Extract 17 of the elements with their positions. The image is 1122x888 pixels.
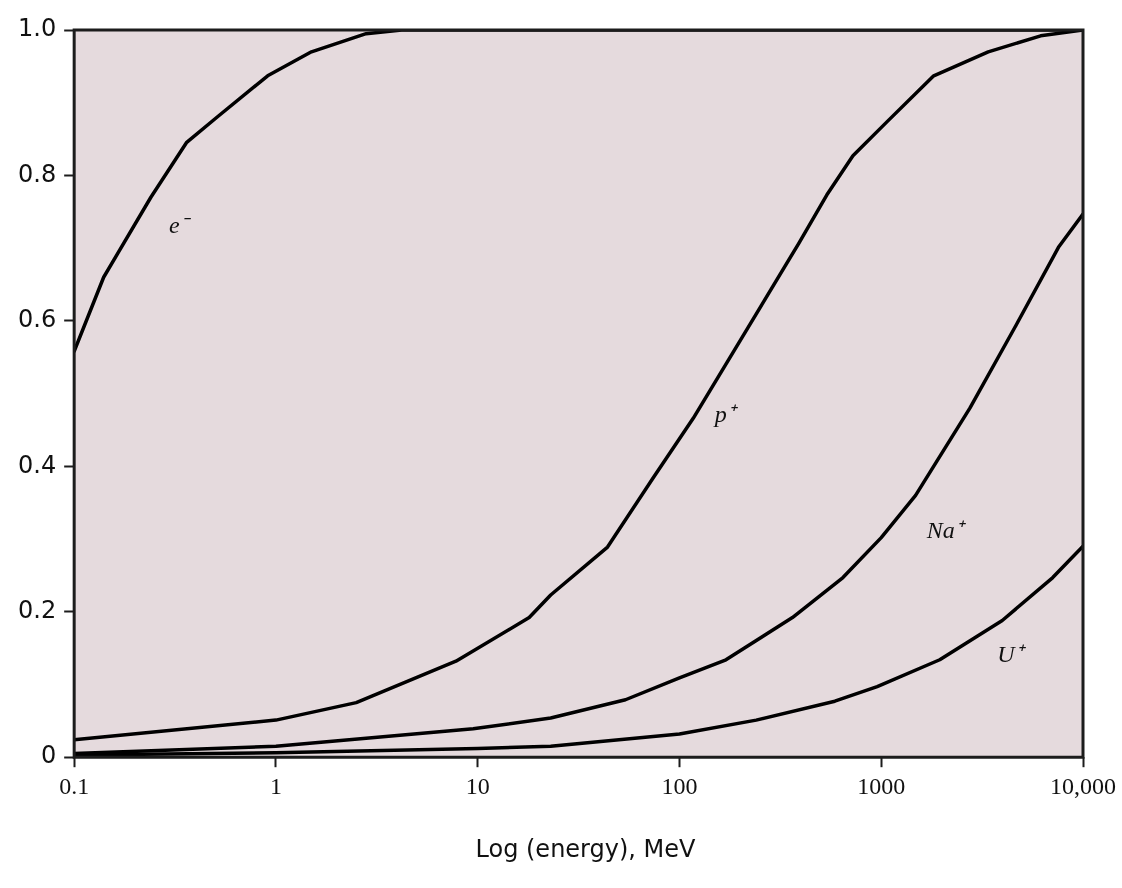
y-tick-label: 0 bbox=[40, 741, 57, 770]
x-tick-label: 1 bbox=[269, 772, 282, 799]
y-tick-label: 0.6 bbox=[18, 305, 57, 334]
y-tick-label: 1.0 bbox=[18, 14, 57, 43]
x-axis-title: Log (energy), MeV bbox=[474, 835, 697, 863]
series-label: U⁺ bbox=[997, 640, 1026, 667]
series-label: e⁻ bbox=[169, 211, 191, 238]
y-tick-label: 0.4 bbox=[18, 450, 57, 479]
x-tick-label: 0.1 bbox=[59, 772, 90, 799]
x-tick-label: 1000 bbox=[857, 772, 906, 799]
x-tick-label: 10,000 bbox=[1050, 772, 1116, 799]
series-label: Na⁺ bbox=[925, 517, 966, 544]
y-tick-label: 0.2 bbox=[18, 595, 57, 624]
x-tick-label: 10 bbox=[465, 772, 490, 799]
y-tick-label: 0.8 bbox=[18, 159, 57, 188]
x-tick-label: 100 bbox=[661, 772, 698, 799]
series-label: p⁺ bbox=[712, 400, 738, 427]
